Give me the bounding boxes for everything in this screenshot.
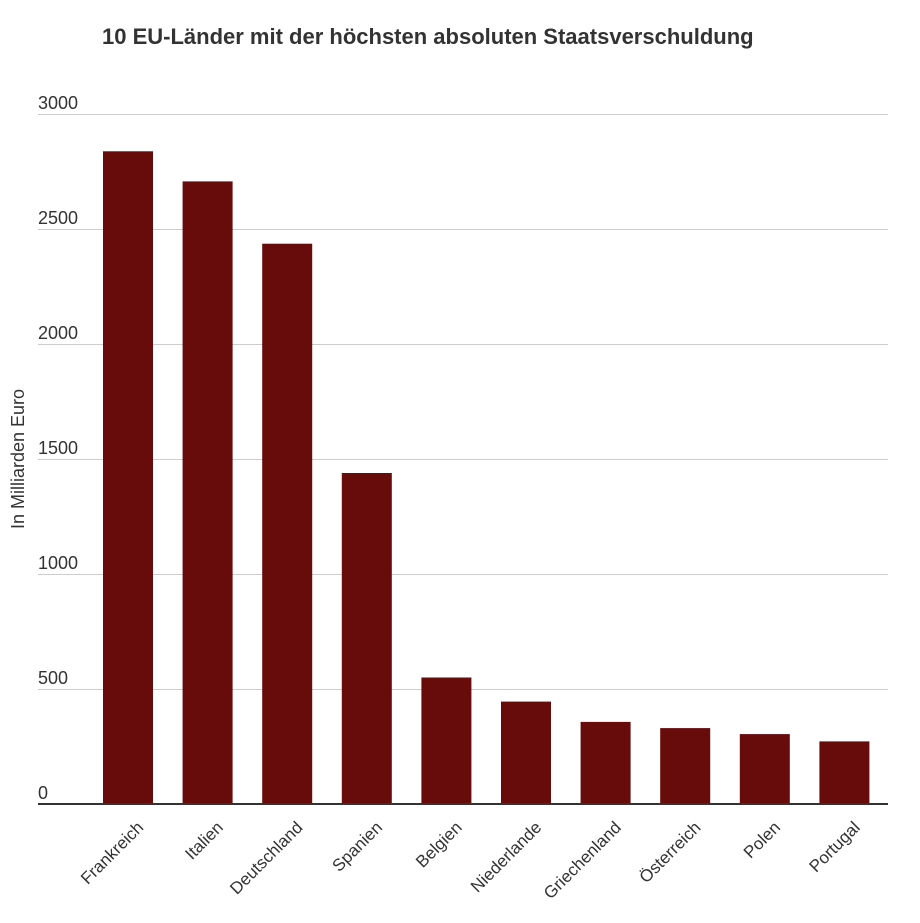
y-tick-label: 0 [38, 783, 48, 803]
bar-portugal [819, 741, 870, 804]
bar-griechenland [580, 721, 631, 804]
x-tick-label: Österreich [636, 818, 705, 887]
x-tick-label: Spanien [329, 818, 387, 876]
x-tick-label: Portugal [805, 818, 863, 876]
bar-polen [739, 734, 790, 804]
y-axis-label: In Milliarden Euro [8, 389, 28, 529]
x-tick-label: Italien [181, 818, 227, 864]
y-tick-labels: 0 500 1000 1500 2000 2500 3000 [38, 93, 78, 803]
x-tick-label: Polen [740, 818, 784, 862]
x-tick-label: Niederlande [467, 818, 545, 896]
y-tick-label: 2500 [38, 208, 78, 228]
chart-title: 10 EU-Länder mit der höchsten absoluten … [102, 24, 754, 49]
x-tick-label: Griechenland [540, 818, 625, 903]
bar-niederlande [501, 701, 551, 804]
bar-deutschland [262, 243, 313, 804]
y-tick-label: 500 [38, 668, 68, 688]
bar-belgien [421, 677, 472, 804]
y-tick-label: 3000 [38, 93, 78, 113]
x-tick-label: Frankreich [77, 818, 147, 888]
bar-frankreich [103, 151, 153, 805]
bar-österreich [660, 728, 711, 804]
bar-spanien [341, 473, 392, 804]
bars [103, 151, 870, 805]
y-tick-label: 1000 [38, 553, 78, 573]
y-tick-label: 2000 [38, 323, 78, 343]
x-tick-label: Belgien [412, 818, 466, 872]
x-tick-label: Deutschland [226, 818, 306, 898]
gridlines [38, 114, 888, 690]
x-tick-labels: Frankreich Italien Deutschland Spanien Belgi… [77, 818, 864, 903]
y-tick-label: 1500 [38, 438, 78, 458]
bar-italien [182, 181, 233, 804]
